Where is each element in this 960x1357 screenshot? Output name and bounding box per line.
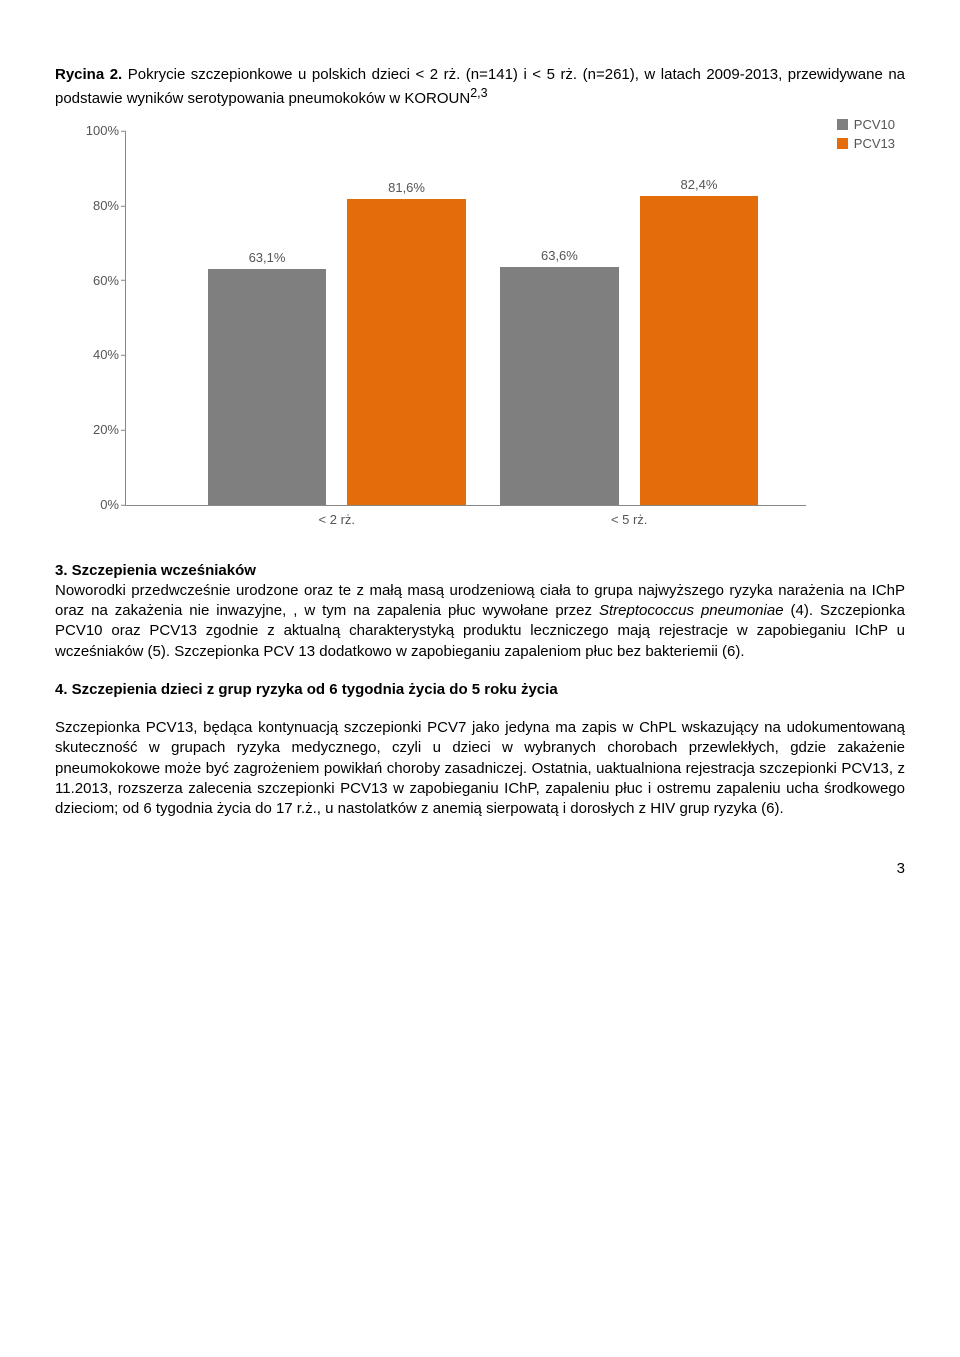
y-tick: 20% [71, 421, 119, 439]
section-4-heading: 4. Szczepienia dzieci z grup ryzyka od 6… [55, 680, 905, 700]
legend-item: PCV13 [837, 135, 895, 153]
section-4-body: Szczepionka PCV13, będąca kontynuacją sz… [55, 718, 905, 819]
bar: 82,4% [640, 196, 759, 504]
chart-legend: PCV10PCV13 [837, 116, 895, 155]
bar: 81,6% [347, 199, 466, 504]
section-3-italic: Streptococcus pneumoniae [599, 602, 784, 619]
bar-group: 63,1%81,6%< 2 rż. [208, 131, 466, 505]
y-tick: 100% [71, 122, 119, 140]
bar: 63,1% [208, 269, 327, 505]
figure-caption-sup: 2,3 [470, 86, 487, 100]
section-3: 3. Szczepienia wcześniaków Noworodki prz… [55, 561, 905, 662]
x-category-label: < 5 rż. [500, 511, 758, 529]
y-tick: 0% [71, 496, 119, 514]
legend-item: PCV10 [837, 116, 895, 134]
bar-value-label: 81,6% [388, 179, 425, 197]
figure-caption-label: Rycina 2. [55, 66, 122, 83]
y-tick: 80% [71, 197, 119, 215]
y-tick: 60% [71, 271, 119, 289]
section-3-heading: 3. Szczepienia wcześniaków [55, 562, 256, 579]
coverage-chart: PCV10PCV13 0%20%40%60%80%100%63,1%81,6%<… [65, 116, 895, 536]
page-number: 3 [55, 859, 905, 879]
bar: 63,6% [500, 267, 619, 505]
legend-label: PCV10 [854, 116, 895, 134]
legend-swatch [837, 119, 848, 130]
figure-caption: Rycina 2. Pokrycie szczepionkowe u polsk… [55, 65, 905, 110]
y-tick: 40% [71, 346, 119, 364]
legend-label: PCV13 [854, 135, 895, 153]
bar-value-label: 63,6% [541, 247, 578, 265]
bar-value-label: 63,1% [249, 249, 286, 267]
chart-plot-area: 0%20%40%60%80%100%63,1%81,6%< 2 rż.63,6%… [125, 131, 806, 506]
bar-group: 63,6%82,4%< 5 rż. [500, 131, 758, 505]
legend-swatch [837, 138, 848, 149]
bar-value-label: 82,4% [681, 176, 718, 194]
x-category-label: < 2 rż. [208, 511, 466, 529]
